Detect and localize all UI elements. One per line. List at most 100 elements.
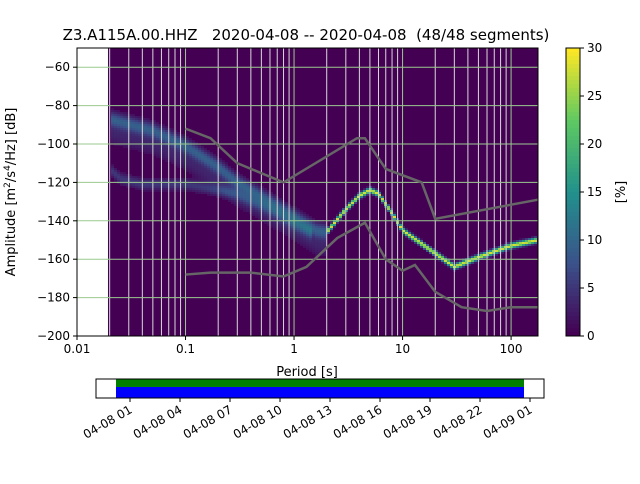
heatmap-cell [236, 202, 240, 204]
heatmap-cell [158, 124, 162, 126]
heatmap-cell [212, 172, 216, 174]
heatmap-cell [254, 216, 258, 218]
heatmap-cell [530, 242, 534, 244]
heatmap-cell [200, 174, 204, 176]
heatmap-cell [227, 174, 231, 176]
heatmap-cell [164, 130, 168, 132]
heatmap-cell [311, 234, 315, 236]
heatmap-cell [416, 238, 420, 240]
heatmap-cell [179, 190, 183, 192]
y-axis-label: Amplitude [m2/s4/Hz] [dB] [3, 108, 19, 277]
heatmap-cell [293, 230, 297, 232]
heatmap-cell [221, 188, 225, 190]
heatmap-cell [224, 178, 228, 180]
heatmap-cell [113, 134, 117, 136]
heatmap-cell [149, 138, 153, 140]
heatmap-cell [203, 176, 207, 178]
heatmap-cell [266, 218, 270, 220]
colorbar-tick-label: 30 [587, 41, 602, 55]
heatmap-cell [518, 240, 522, 242]
heatmap-cell [176, 162, 180, 164]
heatmap-cell [350, 204, 354, 206]
time-tick-label: 04-09 01 [481, 402, 535, 441]
heatmap-cell [350, 202, 354, 204]
heatmap-cell [149, 152, 153, 154]
heatmap-cell [251, 194, 255, 196]
heatmap-cell [299, 232, 303, 234]
y-tick-label: −120 [37, 175, 70, 189]
heatmap-cell [323, 252, 327, 254]
heatmap-cell [302, 222, 306, 224]
heatmap-cell [113, 114, 117, 116]
heatmap-cell [152, 154, 156, 156]
heatmap-cell [116, 142, 120, 144]
heatmap-cell [410, 234, 414, 236]
heatmap-cell [119, 180, 123, 182]
heatmap-cell [386, 204, 390, 206]
heatmap-cell [191, 178, 195, 180]
heatmap-cell [167, 190, 171, 192]
heatmap-cell [449, 262, 453, 264]
heatmap-cell [239, 194, 243, 196]
colorbar-tick-label: 0 [587, 329, 595, 343]
heatmap-cell [146, 140, 150, 142]
heatmap-cell [317, 232, 321, 234]
heatmap-cell [188, 186, 192, 188]
heatmap-cell [203, 152, 207, 154]
heatmap-cell [482, 254, 486, 256]
heatmap-cell [317, 230, 321, 232]
heatmap-cell [239, 186, 243, 188]
heatmap-cell [308, 216, 312, 218]
heatmap-cell [227, 182, 231, 184]
heatmap-cell [149, 120, 153, 122]
heatmap-cell [110, 174, 114, 176]
heatmap-cell [149, 184, 153, 186]
heatmap-cell [386, 210, 390, 212]
heatmap-cell [125, 128, 129, 130]
heatmap-cell [257, 190, 261, 192]
heatmap-cell [272, 214, 276, 216]
heatmap-cell [320, 254, 324, 256]
heatmap-cell [191, 190, 195, 192]
heatmap-cell [119, 126, 123, 128]
heatmap-cell [137, 134, 141, 136]
colorbar-segment [566, 208, 580, 213]
heatmap-cell [242, 182, 246, 184]
heatmap-cell [119, 128, 123, 130]
heatmap-cell [320, 242, 324, 244]
heatmap-cell [365, 192, 369, 194]
heatmap-cell [119, 118, 123, 120]
heatmap-cell [323, 240, 327, 242]
heatmap-cell [410, 238, 414, 240]
heatmap-cell [155, 148, 159, 150]
heatmap-cell [158, 190, 162, 192]
heatmap-cell [419, 244, 423, 246]
heatmap-cell [512, 244, 516, 246]
heatmap-cell [443, 262, 447, 264]
heatmap-cell [206, 192, 210, 194]
x-tick-label: 10 [395, 342, 410, 356]
heatmap-cell [398, 228, 402, 230]
heatmap-cell [254, 188, 258, 190]
heatmap-cell [224, 174, 228, 176]
heatmap-cell [203, 166, 207, 168]
colorbar-tick-label: 5 [587, 281, 595, 295]
heatmap-cell [125, 124, 129, 126]
heatmap-cell [146, 190, 150, 192]
heatmap-cell [353, 194, 357, 196]
heatmap-cell [302, 230, 306, 232]
heatmap-cell [179, 152, 183, 154]
heatmap-cell [401, 230, 405, 232]
heatmap-cell [155, 156, 159, 158]
heatmap-cell [200, 154, 204, 156]
colorbar-segment [566, 56, 580, 61]
heatmap-cell [161, 158, 165, 160]
heatmap-cell [212, 164, 216, 166]
colorbar-segment [566, 192, 580, 197]
heatmap-cell [368, 186, 372, 188]
heatmap-cell [371, 186, 375, 188]
heatmap-cell [161, 128, 165, 130]
heatmap-cell [368, 188, 372, 190]
heatmap-cell [209, 190, 213, 192]
heatmap-cell [128, 142, 132, 144]
